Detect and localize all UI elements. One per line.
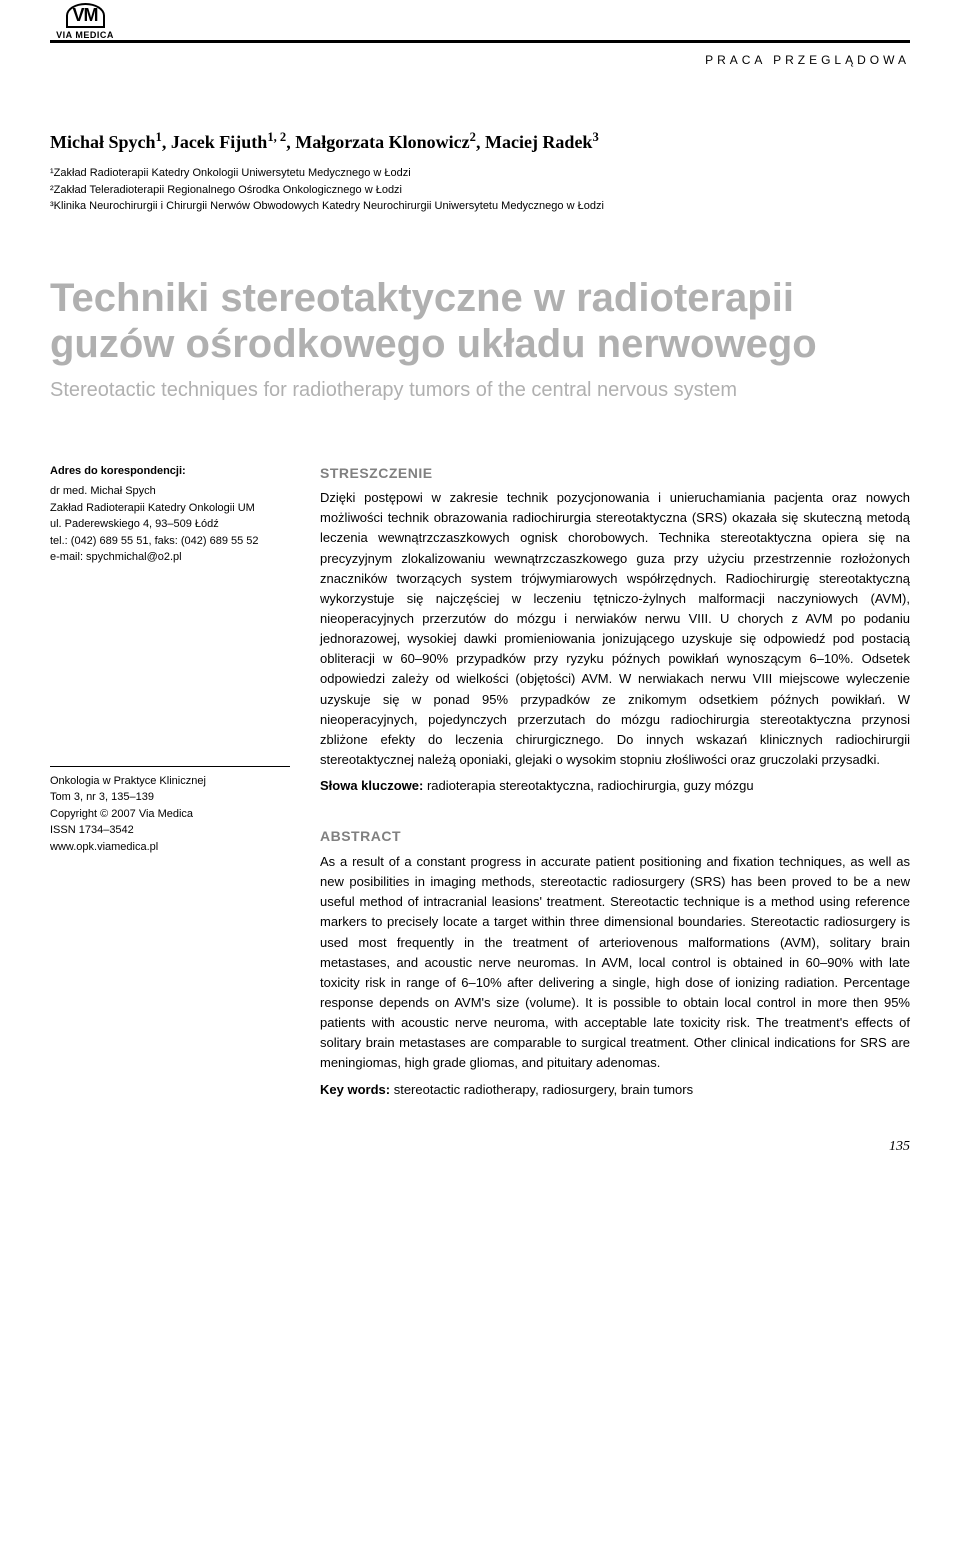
page-container: VM VIA MEDICA PRACA PRZEGLĄDOWA Michał S… [0,0,960,1170]
journal-line: Copyright © 2007 Via Medica [50,806,290,823]
streszczenie-block: STRESZCZENIE Dzięki postępowi w zakresie… [320,463,910,797]
journal-line: Tom 3, nr 3, 135–139 [50,789,290,806]
correspondence-heading: Adres do korespondencji: [50,463,290,480]
correspondence-line: e-mail: spychmichal@o2.pl [50,549,290,566]
journal-info-block: Onkologia w Praktyce Klinicznej Tom 3, n… [50,766,290,856]
article-title: Techniki stereotaktyczne w radioterapii … [50,275,910,367]
abstract-body: As a result of a constant progress in ac… [320,852,910,1074]
affiliations-block: ¹Zakład Radioterapii Katedry Onkologii U… [50,165,910,215]
left-sidebar: Adres do korespondencji: dr med. Michał … [50,463,290,1130]
affiliation-1: ¹Zakład Radioterapii Katedry Onkologii U… [50,165,910,182]
affiliation-2: ²Zakład Teleradioterapii Regionalnego Oś… [50,182,910,199]
keywords-label-pl: Słowa kluczowe: [320,778,423,793]
journal-line: www.opk.viamedica.pl [50,839,290,856]
correspondence-line: ul. Paderewskiego 4, 93–509 Łódź [50,516,290,533]
right-content: STRESZCZENIE Dzięki postępowi w zakresie… [320,463,910,1130]
correspondence-line: tel.: (042) 689 55 51, faks: (042) 689 5… [50,533,290,550]
correspondence-line: dr med. Michał Spych [50,483,290,500]
keywords-text-en: stereotactic radiotherapy, radiosurgery,… [394,1082,693,1097]
keywords-label-en: Key words: [320,1082,390,1097]
article-category: PRACA PRZEGLĄDOWA [705,53,910,67]
journal-line: Onkologia w Praktyce Klinicznej [50,773,290,790]
two-column-layout: Adres do korespondencji: dr med. Michał … [50,463,910,1130]
publisher-logo: VM VIA MEDICA [40,3,130,40]
streszczenie-keywords: Słowa kluczowe: radioterapia stereotakty… [320,776,910,796]
keywords-text-pl: radioterapia stereotaktyczna, radiochiru… [427,778,754,793]
abstract-keywords: Key words: stereotactic radiotherapy, ra… [320,1080,910,1100]
header-bar: VM VIA MEDICA PRACA PRZEGLĄDOWA [50,40,910,90]
page-number: 135 [889,1139,910,1155]
logo-initials: VM [66,3,105,28]
logo-text: VIA MEDICA [40,30,130,40]
authors-line: Michał Spych1, Jacek Fijuth1, 2, Małgorz… [50,130,910,153]
article-subtitle: Stereotactic techniques for radiotherapy… [50,377,910,403]
correspondence-line: Zakład Radioterapii Katedry Onkologii UM [50,500,290,517]
streszczenie-body: Dzięki postępowi w zakresie technik pozy… [320,488,910,770]
journal-line: ISSN 1734–3542 [50,822,290,839]
correspondence-block: Adres do korespondencji: dr med. Michał … [50,463,290,566]
abstract-heading: ABSTRACT [320,826,910,848]
affiliation-3: ³Klinika Neurochirurgii i Chirurgii Nerw… [50,198,910,215]
abstract-block: ABSTRACT As a result of a constant progr… [320,826,910,1099]
streszczenie-heading: STRESZCZENIE [320,463,910,485]
